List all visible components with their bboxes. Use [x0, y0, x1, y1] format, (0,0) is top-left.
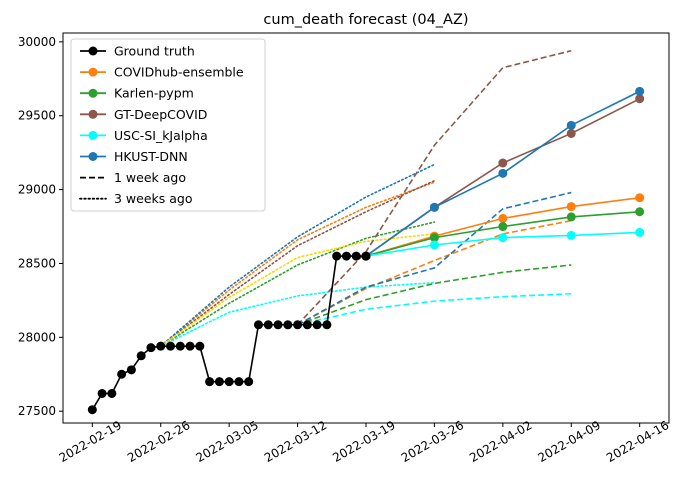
ground-truth-point: [146, 343, 156, 353]
forecast-point-usc-si-kjalpha: [635, 227, 645, 237]
dotted-series-covidhub-ensemble: [159, 181, 436, 347]
x-tick-label: 2022-03-26: [399, 418, 466, 465]
ground-truth-point: [136, 351, 146, 361]
legend-marker-gt-deepcovid: [88, 109, 98, 119]
forecast-point-usc-si-kjalpha: [498, 233, 508, 243]
ground-truth-point: [234, 377, 244, 387]
dashed-series-gt-deepcovid: [296, 49, 572, 326]
x-tick-label: 2022-04-16: [604, 418, 671, 465]
ground-truth-point: [244, 377, 254, 387]
legend-label-gt-deepcovid: GT-DeepCOVID: [114, 107, 207, 122]
x-tick-label: 2022-03-05: [193, 418, 260, 465]
ground-truth-point: [175, 341, 185, 351]
forecast-point-usc-si-kjalpha: [566, 230, 576, 240]
legend-label-usc-si-kjalpha: USC-SI_kJalpha: [114, 128, 208, 143]
legend-label-covidhub-ensemble: COVIDhub-ensemble: [114, 65, 244, 80]
chart-title: cum_death forecast (04_AZ): [263, 12, 468, 28]
forecast-point-hkust-dnn: [498, 168, 508, 178]
legend-box: [70, 38, 266, 212]
legend-label-3-weeks-ago: 3 weeks ago: [114, 191, 193, 206]
x-tick-label: 2022-03-19: [330, 418, 397, 465]
ground-truth-point: [351, 251, 361, 261]
ground-truth-point: [126, 365, 136, 375]
legend-marker-covidhub-ensemble: [88, 67, 98, 77]
forecast-point-gt-deepcovid: [635, 94, 645, 104]
ground-truth-point: [263, 320, 273, 330]
legend: Ground truth COVIDhub-ensemble Karlen-pypm…: [70, 38, 266, 212]
ground-truth-point: [312, 320, 322, 330]
forecast-point-gt-deepcovid: [566, 128, 576, 138]
legend-marker-hkust-dnn: [88, 152, 98, 161]
forecast-point-gt-deepcovid: [498, 158, 508, 168]
ground-truth-point: [156, 341, 166, 351]
ground-truth-point: [205, 377, 215, 387]
y-tick-label: 28000: [18, 330, 56, 344]
forecast-point-hkust-dnn: [566, 120, 576, 130]
ground-truth-point: [341, 251, 351, 261]
ground-truth-point: [253, 320, 263, 330]
x-tick-label: 2022-02-19: [57, 418, 124, 465]
forecast-point-covidhub-ensemble: [566, 202, 576, 212]
ground-truth-point: [302, 320, 312, 330]
ground-truth-point: [97, 388, 107, 398]
y-tick-label: 27500: [18, 404, 56, 418]
plot-area: [87, 49, 645, 415]
y-tick-label: 29500: [18, 109, 56, 123]
x-tick-label: 2022-02-26: [125, 418, 192, 465]
dashed-series-karlen-pypm: [297, 264, 572, 326]
forecast-point-karlen-pypm: [566, 212, 576, 222]
forecast-point-usc-si-kjalpha: [429, 240, 439, 250]
forecast-point-karlen-pypm: [498, 222, 508, 232]
ground-truth-point: [107, 388, 117, 398]
forecast-point-karlen-pypm: [635, 207, 645, 217]
forecast-point-covidhub-ensemble: [498, 213, 508, 223]
x-tick-label: 2022-04-09: [536, 418, 603, 465]
ground-truth-point: [361, 251, 371, 261]
ground-truth-point: [166, 341, 176, 351]
y-tick-label: 30000: [18, 35, 56, 49]
ground-truth-point: [283, 320, 293, 330]
legend-marker-usc-si-kjalpha: [88, 130, 98, 140]
dashed-series-hkust-dnn: [297, 191, 572, 326]
dotted-series-extra: [159, 233, 436, 347]
legend-label-hkust-dnn: HKUST-DNN: [114, 149, 188, 164]
legend-label-1-week-ago: 1 week ago: [114, 170, 186, 185]
dotted-series-gt-deepcovid: [159, 179, 436, 347]
ground-truth-point: [185, 341, 195, 351]
ground-truth-point: [195, 341, 205, 351]
ground-truth-point: [273, 320, 283, 330]
x-tick-label: 2022-04-02: [467, 418, 534, 465]
y-tick-label: 29000: [18, 183, 56, 197]
series-group: [87, 49, 645, 415]
dotted-series-hkust-dnn: [159, 163, 436, 347]
dotted-series-karlen-pypm: [159, 221, 436, 347]
x-tick-label: 2022-03-12: [262, 418, 329, 465]
dashed-series-covidhub-ensemble: [297, 219, 572, 326]
ground-truth-point: [332, 251, 342, 261]
forecast-point-covidhub-ensemble: [635, 193, 645, 203]
legend-label-ground-truth: Ground truth: [114, 44, 195, 59]
legend-marker-karlen-pypm: [88, 88, 98, 98]
forecast-point-karlen-pypm: [429, 233, 439, 243]
forecast-point-hkust-dnn: [635, 86, 645, 96]
ground-truth-point: [87, 405, 97, 415]
ground-truth-point: [322, 320, 332, 330]
ground-truth-point: [224, 377, 234, 387]
ground-truth-line: [91, 255, 366, 411]
forecast-point-hkust-dnn: [429, 202, 439, 212]
ground-truth-point: [214, 377, 224, 387]
legend-marker-ground-truth: [88, 46, 98, 56]
dotted-series-usc-si-kjalpha: [159, 281, 436, 347]
ground-truth-point: [117, 369, 127, 379]
legend-label-karlen-pypm: Karlen-pypm: [114, 86, 194, 101]
dashed-series-usc-si-kjalpha: [297, 292, 572, 326]
y-tick-label: 28500: [18, 256, 56, 270]
ground-truth-point: [293, 320, 303, 330]
